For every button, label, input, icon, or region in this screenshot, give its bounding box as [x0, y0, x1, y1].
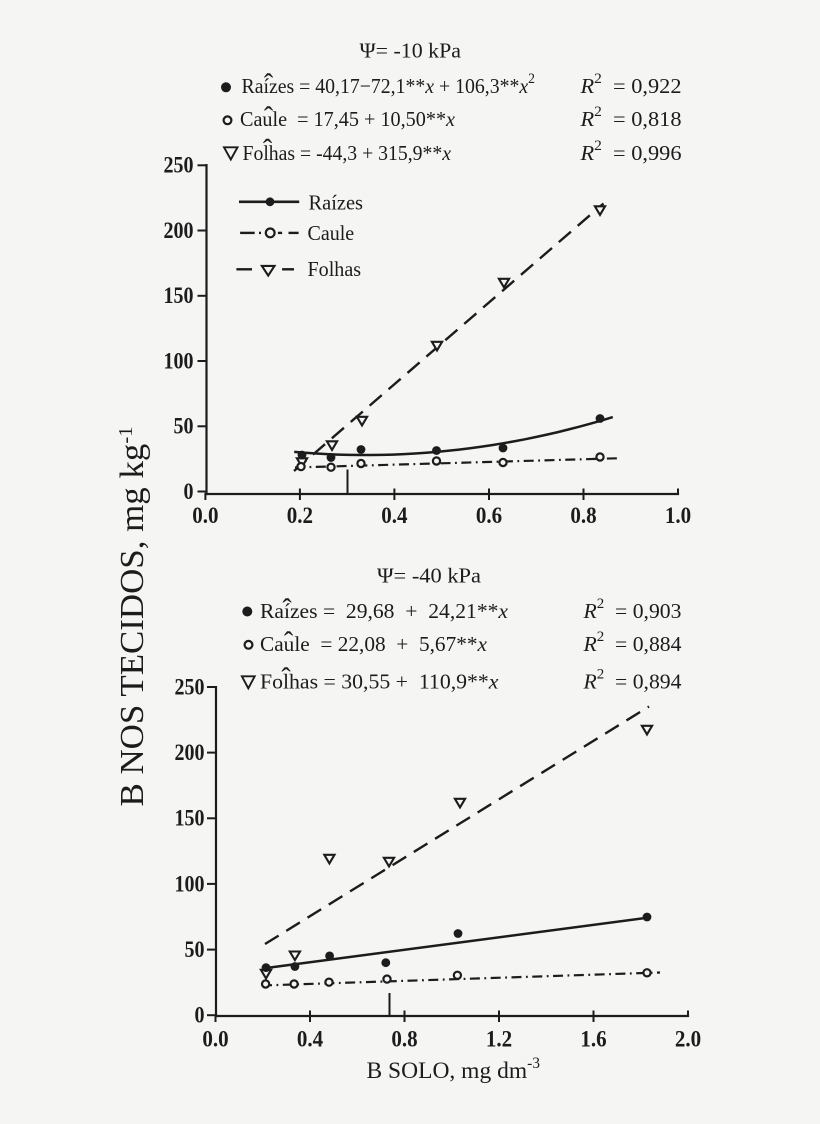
svg-text:R2 = 0,884: R2 = 0,884 — [582, 629, 682, 656]
svg-text:ˆ: ˆ — [263, 135, 273, 166]
svg-text:Folhas = 30,55 + 110,9**x: Folhas = 30,55 + 110,9** x — [260, 670, 499, 694]
svg-text:Ψ= -10 kPa: Ψ= -10 kPa — [360, 39, 462, 63]
svg-text:Folhas = -44,3 + 315,9**x: Folhas = -44,3 + 315,9**x — [243, 141, 452, 165]
svg-text:150: 150 — [175, 806, 205, 831]
svg-text:ˆ: ˆ — [282, 594, 292, 625]
svg-text:200: 200 — [164, 218, 194, 243]
svg-text:Caule = 22,08 + 5,67**x: Caule = 22,08 + 5,67** x — [260, 632, 488, 656]
svg-text:R2 = 0,996: R2 = 0,996 — [579, 138, 681, 165]
svg-text:R2 = 0,922: R2 = 0,922 — [579, 71, 681, 98]
svg-text:0.6: 0.6 — [476, 503, 502, 528]
svg-text:200: 200 — [175, 740, 205, 765]
svg-text:Raízes = 29,68 + 24,21**x: Raízes = 29,68 + 24,21** x — [260, 599, 509, 623]
svg-text:1.6: 1.6 — [580, 1026, 606, 1051]
svg-text:Folhas: Folhas — [308, 257, 362, 281]
svg-text:0.0: 0.0 — [202, 1026, 228, 1051]
svg-text:R2 = 0,903: R2 = 0,903 — [582, 596, 681, 623]
svg-text:Caule: Caule — [308, 221, 355, 245]
svg-text:R2 = 0,818: R2 = 0,818 — [579, 104, 681, 131]
svg-text:Raízes = 40,17−72,1**x + 106,3: Raízes = 40,17−72,1**x + 106,3**x2 — [242, 71, 536, 98]
svg-text:0: 0 — [184, 479, 194, 504]
svg-text:0.8: 0.8 — [391, 1026, 417, 1051]
svg-text:100: 100 — [164, 348, 194, 373]
svg-text:B NOS TECIDOS, mg kg-1: B NOS TECIDOS, mg kg-1 — [114, 427, 151, 807]
svg-text:0.0: 0.0 — [192, 503, 218, 528]
svg-text:0.4: 0.4 — [381, 503, 408, 528]
svg-text:0.8: 0.8 — [570, 503, 596, 528]
svg-text:0: 0 — [195, 1003, 205, 1028]
svg-text:1.2: 1.2 — [486, 1026, 512, 1051]
svg-text:ˆ: ˆ — [281, 663, 291, 694]
svg-text:R2 = 0,894: R2 = 0,894 — [582, 667, 682, 694]
svg-text:ˆ: ˆ — [264, 102, 274, 133]
svg-text:100: 100 — [175, 871, 205, 896]
svg-text:B SOLO, mg dm-3: B SOLO, mg dm-3 — [367, 1055, 541, 1084]
svg-text:2.0: 2.0 — [675, 1026, 701, 1051]
svg-text:Ψ= -40 kPa: Ψ= -40 kPa — [377, 564, 482, 588]
svg-text:250: 250 — [175, 674, 205, 699]
svg-text:1.0: 1.0 — [665, 503, 691, 528]
svg-text:Caule = 17,45 + 10,50**x: Caule = 17,45 + 10,50**x — [240, 107, 456, 131]
svg-text:Raízes: Raízes — [309, 191, 364, 215]
svg-text:50: 50 — [174, 414, 194, 439]
svg-text:50: 50 — [185, 937, 205, 962]
svg-text:ˆ: ˆ — [264, 69, 274, 100]
svg-text:250: 250 — [164, 153, 194, 178]
svg-text:150: 150 — [164, 283, 194, 308]
svg-text:ˆ: ˆ — [284, 627, 294, 658]
svg-text:0.4: 0.4 — [297, 1026, 324, 1051]
svg-text:0.2: 0.2 — [287, 503, 313, 528]
